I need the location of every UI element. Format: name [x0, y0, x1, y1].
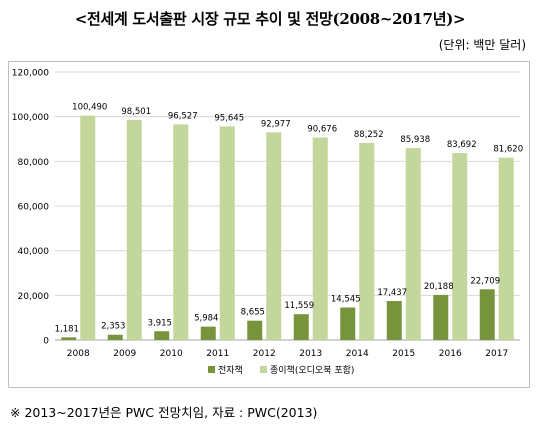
bar-ebook	[200, 326, 216, 340]
footnote: ※ 2013~2017년은 PWC 전망치임, 자료 : PWC(2013)	[10, 405, 318, 420]
x-tick-label: 2016	[439, 349, 462, 359]
bar-ebook	[479, 289, 495, 340]
y-tick-label: 120,000	[12, 69, 49, 79]
value-labels: 1,181 100,490 2,353 98,501 3,915 96,527 5,984 9…	[55, 103, 524, 335]
bar-ebook	[247, 320, 263, 340]
y-tick-label: 20,000	[18, 292, 50, 302]
legend-label-ebook: 전자책	[218, 364, 243, 376]
chart-frame	[8, 61, 530, 388]
bar-paper	[126, 120, 142, 340]
value-label-paper: 95,645	[214, 113, 244, 123]
y-tick-label: 60,000	[18, 203, 50, 213]
value-label-ebook: 5,984	[194, 314, 218, 324]
x-tick-label: 2008	[67, 349, 90, 359]
value-label-paper: 100,490	[72, 103, 107, 113]
value-label-ebook: 8,655	[241, 308, 265, 318]
value-label-paper: 81,620	[493, 145, 523, 155]
bar-paper	[266, 132, 282, 340]
bar-paper	[405, 148, 421, 340]
legend-swatch-ebook	[208, 366, 215, 373]
y-tick-label: 40,000	[18, 247, 50, 257]
value-label-paper: 88,252	[354, 130, 384, 140]
x-tick-labels: 2008 2009 2010 2011 2012 2013 2014 2015 2016 2017	[67, 349, 508, 359]
page-title: <전세계 도서출판 시장 규모 추이 및 전망(2008~2017년)>	[74, 10, 466, 28]
y-tick-label: 100,000	[12, 113, 49, 123]
value-label-paper: 83,692	[447, 140, 477, 150]
bar-ebook	[340, 307, 356, 340]
bars	[61, 115, 514, 341]
y-tick-labels: 0 20,000 40,000 60,000 80,000 100,000 120,000	[12, 69, 49, 347]
x-tick-label: 2010	[160, 349, 183, 359]
bar-paper	[498, 157, 514, 340]
value-label-paper: 85,938	[400, 135, 430, 145]
bar-ebook	[154, 331, 170, 340]
bar-paper	[173, 124, 189, 340]
bar-paper	[452, 153, 468, 340]
bar-paper	[80, 115, 96, 341]
value-label-ebook: 2,353	[101, 322, 125, 332]
unit-label: (단위: 백만 달러)	[438, 38, 526, 52]
y-tick-label: 0	[43, 337, 49, 347]
value-label-paper: 92,977	[261, 119, 291, 129]
x-tick-label: 2017	[485, 349, 508, 359]
value-label-ebook: 22,709	[470, 276, 500, 286]
value-label-ebook: 14,545	[331, 295, 361, 305]
x-tick-label: 2012	[253, 349, 276, 359]
value-label-paper: 96,527	[168, 111, 198, 121]
bar-ebook	[433, 294, 449, 340]
bar-paper	[219, 126, 235, 341]
value-label-ebook: 1,181	[55, 324, 79, 334]
legend-label-paper: 종이책(오디오북 포함)	[270, 364, 354, 376]
value-label-ebook: 17,437	[377, 288, 407, 298]
legend: 전자책 종이책(오디오북 포함)	[208, 364, 354, 376]
x-tick-label: 2015	[392, 349, 415, 359]
value-label-ebook: 20,188	[424, 282, 454, 292]
value-label-ebook: 11,559	[284, 301, 314, 311]
bar-ebook	[61, 337, 77, 340]
x-tick-label: 2013	[299, 349, 322, 359]
legend-swatch-paper	[260, 366, 267, 373]
value-label-ebook: 3,915	[148, 318, 172, 328]
bar-ebook	[386, 301, 402, 340]
y-tick-label: 80,000	[18, 158, 50, 168]
value-label-paper: 90,676	[307, 124, 337, 134]
value-label-paper: 98,501	[121, 107, 151, 117]
bar-ebook	[293, 314, 309, 340]
x-tick-label: 2011	[206, 349, 229, 359]
x-tick-label: 2014	[346, 349, 369, 359]
bar-paper	[359, 142, 375, 340]
x-tick-label: 2009	[113, 349, 136, 359]
bar-paper	[312, 137, 328, 340]
bar-ebook	[107, 334, 123, 340]
